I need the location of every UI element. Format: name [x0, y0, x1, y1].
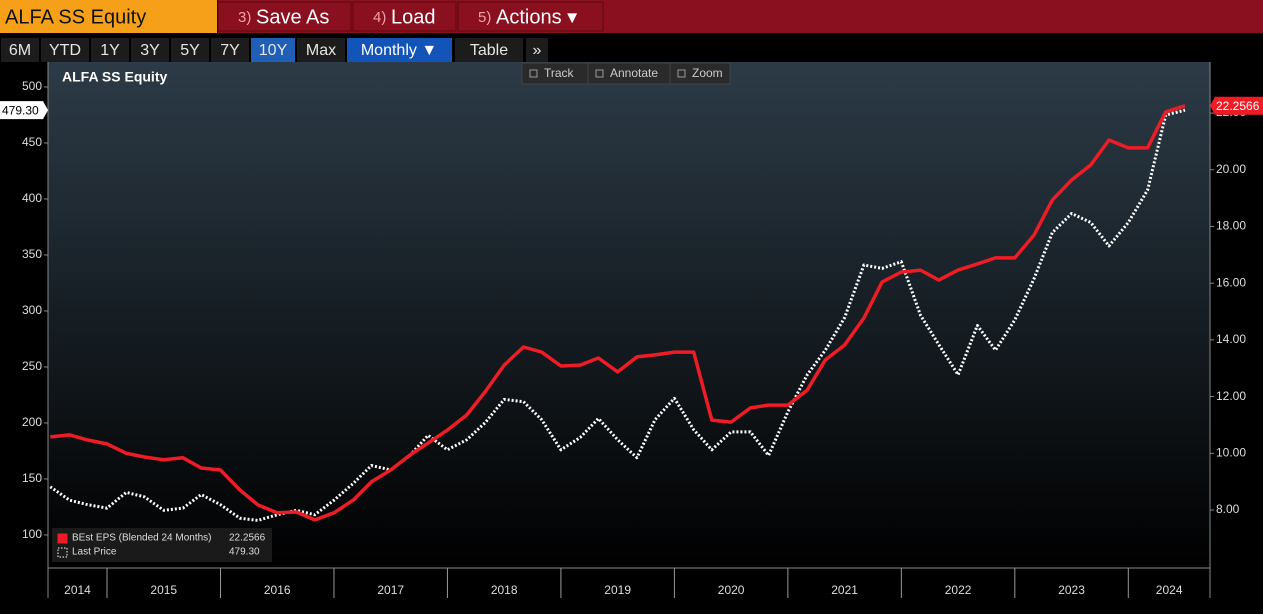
range-button[interactable] — [211, 38, 249, 62]
range-button[interactable] — [171, 38, 209, 62]
last-value-label: 22.2566 — [1216, 99, 1260, 113]
y2-tick-label: 18.00 — [1216, 219, 1246, 233]
legend-swatch — [57, 533, 68, 544]
menu-key: 3) — [238, 9, 251, 26]
y-tick-label: 200 — [22, 415, 42, 429]
menu-key: 5) — [478, 9, 491, 26]
y-tick-label: 400 — [22, 191, 42, 205]
tool-label: Annotate — [610, 66, 658, 80]
range-button[interactable] — [251, 38, 295, 62]
table-button[interactable] — [455, 38, 523, 62]
range-label: 10Y — [259, 42, 288, 59]
legend-label: Last Price — [72, 547, 117, 558]
range-label: 7Y — [220, 42, 240, 59]
x-tick-label: 2014 — [64, 583, 91, 597]
y-tick-label: 350 — [22, 247, 42, 261]
x-tick-label: 2020 — [718, 583, 745, 597]
chart-tool[interactable] — [669, 62, 731, 85]
x-tick-label: 2024 — [1156, 583, 1183, 597]
y2-tick-label: 10.00 — [1216, 445, 1246, 459]
y2-tick-label: 20.00 — [1216, 162, 1246, 176]
y-tick-label: 250 — [22, 359, 42, 373]
frequency-label: Monthly ▼ — [361, 42, 437, 59]
security-name: ALFA SS Equity — [5, 6, 146, 28]
y-tick-label: 300 — [22, 303, 42, 317]
y2-tick-label: 16.00 — [1216, 275, 1246, 289]
legend-swatch — [57, 547, 68, 558]
range-label: Max — [306, 42, 336, 59]
table-label: Table — [470, 42, 508, 59]
more-button[interactable] — [526, 38, 548, 62]
y-tick-label: 450 — [22, 135, 42, 149]
menu-label: Load — [391, 6, 436, 28]
tool-icon — [529, 69, 538, 78]
range-label: 1Y — [100, 42, 120, 59]
legend-value: 479.30 — [229, 547, 260, 558]
series-line — [50, 104, 1186, 522]
x-tick-label: 2022 — [945, 583, 972, 597]
range-label: 5Y — [180, 42, 200, 59]
range-button[interactable] — [1, 38, 39, 62]
last-value-tag — [0, 101, 48, 120]
range-label: 6M — [9, 42, 31, 59]
y2-tick-label: 8.00 — [1216, 502, 1240, 516]
range-button[interactable] — [91, 38, 129, 62]
series-line — [49, 108, 1186, 522]
range-button[interactable] — [131, 38, 169, 62]
x-tick-label: 2023 — [1058, 583, 1085, 597]
range-button[interactable] — [297, 38, 345, 62]
y-tick-label: 500 — [22, 79, 42, 93]
y-tick-label: 150 — [22, 471, 42, 485]
tool-label: Track — [544, 66, 575, 80]
legend-value: 22.2566 — [229, 533, 266, 544]
plot-area — [48, 62, 1210, 568]
tool-icon — [595, 69, 604, 78]
range-label: YTD — [49, 42, 81, 59]
security-box[interactable] — [0, 0, 217, 33]
x-tick-label: 2019 — [604, 583, 631, 597]
last-value-label: 479.30 — [2, 103, 39, 117]
more-label: » — [533, 42, 542, 59]
range-label: 3Y — [140, 42, 160, 59]
legend-box — [52, 528, 272, 562]
y2-tick-label: 14.00 — [1216, 332, 1246, 346]
legend-label: BEst EPS (Blended 24 Months) — [72, 533, 212, 544]
x-tick-label: 2021 — [831, 583, 858, 597]
x-tick-label: 2015 — [150, 583, 177, 597]
x-tick-label: 2017 — [377, 583, 404, 597]
x-tick-label: 2016 — [264, 583, 291, 597]
tool-label: Zoom — [692, 66, 723, 80]
menu-button[interactable] — [457, 1, 604, 32]
menu-label: Save As — [256, 6, 329, 28]
last-value-tag — [1210, 96, 1263, 115]
tool-icon — [677, 69, 686, 78]
menu-key: 4) — [373, 9, 386, 26]
y-tick-label: 100 — [22, 527, 42, 541]
menu-button[interactable] — [217, 1, 352, 32]
y2-tick-label: 12.00 — [1216, 389, 1246, 403]
menu-button[interactable] — [352, 1, 457, 32]
frequency-button[interactable] — [347, 38, 452, 62]
range-button[interactable] — [41, 38, 89, 62]
x-tick-label: 2018 — [491, 583, 518, 597]
chart-title: ALFA SS Equity — [62, 69, 167, 85]
menu-label: Actions ▾ — [496, 6, 577, 28]
